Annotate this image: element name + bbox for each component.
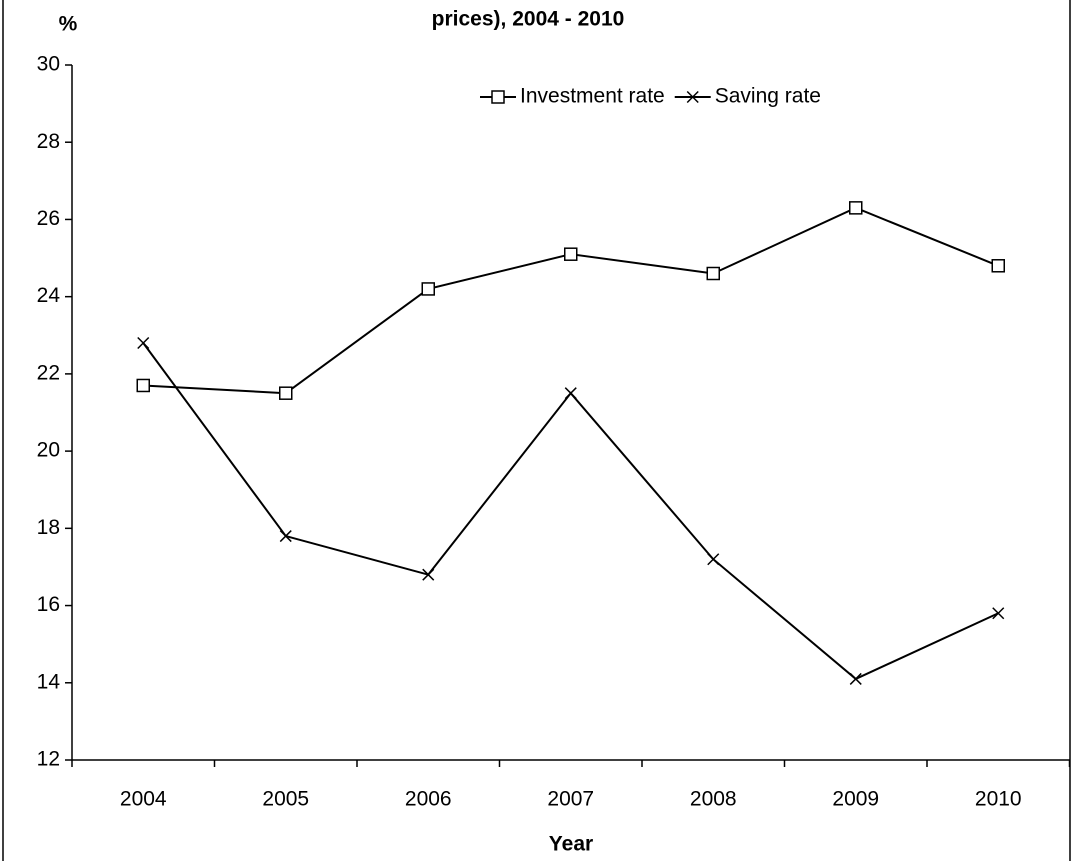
x-tick-label: 2010 — [975, 788, 1022, 811]
legend-label: Saving rate — [715, 85, 821, 108]
x-tick-label: 2009 — [832, 788, 879, 811]
x-axis-label: Year — [549, 833, 593, 856]
y-tick-label: 24 — [37, 284, 61, 307]
marker-x — [992, 607, 1005, 620]
marker-square — [421, 282, 435, 296]
marker-square — [706, 266, 720, 281]
marker-x — [686, 90, 699, 104]
x-tick-label: 2006 — [405, 788, 452, 811]
y-axis-label: % — [59, 13, 78, 36]
marker-x — [279, 530, 292, 543]
series-line — [143, 206, 999, 395]
marker-square — [279, 386, 293, 400]
y-tick-label: 26 — [37, 207, 60, 230]
marker-x — [422, 568, 435, 581]
marker-x — [849, 672, 862, 685]
x-tick-label: 2004 — [120, 788, 167, 811]
y-tick-label: 20 — [37, 439, 60, 462]
y-tick-label: 14 — [37, 670, 61, 693]
x-tick-label: 2007 — [547, 788, 594, 811]
x-tick-label: 2008 — [690, 788, 737, 811]
y-tick-label: 16 — [37, 593, 60, 616]
chart-title: prices), 2004 - 2010 — [432, 8, 625, 31]
marker-x — [707, 553, 720, 566]
y-tick-label: 22 — [37, 361, 60, 384]
marker-square — [564, 247, 578, 261]
y-tick-label: 12 — [37, 748, 60, 771]
marker-square — [491, 90, 505, 104]
marker-x — [137, 336, 150, 350]
y-tick-label: 28 — [37, 130, 60, 153]
y-tick-label: 30 — [37, 53, 60, 76]
y-tick-label: 18 — [37, 516, 60, 539]
marker-square — [849, 201, 863, 215]
marker-square — [136, 378, 150, 393]
marker-square — [991, 259, 1005, 273]
legend-label: Investment rate — [520, 85, 665, 108]
marker-x — [564, 387, 577, 400]
x-tick-label: 2005 — [262, 788, 309, 811]
